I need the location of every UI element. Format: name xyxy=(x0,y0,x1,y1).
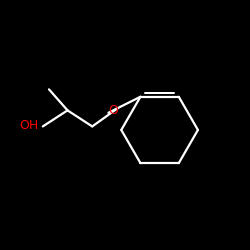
Text: OH: OH xyxy=(20,119,39,132)
Text: O: O xyxy=(108,104,118,117)
